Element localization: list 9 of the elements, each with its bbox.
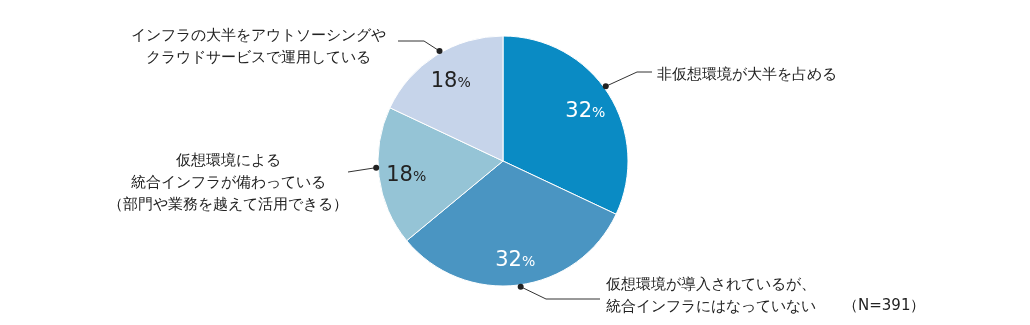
data-label: 18%	[386, 162, 427, 187]
data-label: 32%	[565, 97, 606, 122]
slice-label: 仮想環境による統合インフラが備わっている（部門や業務を越えて活用できる）	[108, 151, 348, 213]
data-label: 32%	[495, 246, 536, 271]
text: （N=391）	[843, 296, 926, 314]
data-label: 18%	[430, 67, 471, 92]
slice-label: インフラの大半をアウトソーシングやクラウドサービスで運用している	[130, 26, 386, 66]
slice-label: 非仮想環境が大半を占める	[657, 65, 837, 83]
slice-label: 仮想環境が導入されているが、統合インフラにはなっていない	[605, 275, 816, 315]
